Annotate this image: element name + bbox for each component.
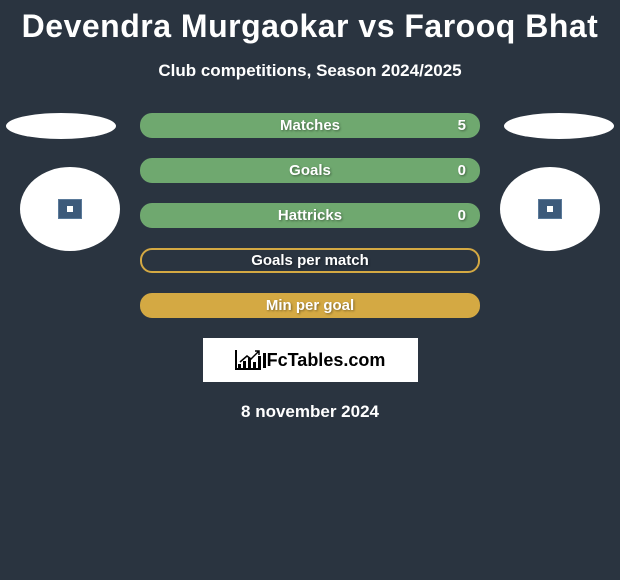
club-badge-left xyxy=(58,199,82,219)
player-right-ellipse xyxy=(504,113,614,139)
stat-value-right: 5 xyxy=(458,117,466,134)
club-badge-right xyxy=(538,199,562,219)
stat-label: Goals xyxy=(289,162,331,179)
player-left-avatar xyxy=(20,167,120,251)
stat-bar-hattricks: Hattricks 0 xyxy=(140,203,480,228)
stat-label: Goals per match xyxy=(251,252,369,269)
date-label: 8 november 2024 xyxy=(0,402,620,422)
stat-label: Hattricks xyxy=(278,207,342,224)
stat-value-right: 0 xyxy=(458,207,466,224)
logo-chart-icon xyxy=(235,350,261,370)
fctables-logo: FcTables.com xyxy=(203,338,418,382)
stat-bar-min-per-goal: Min per goal xyxy=(140,293,480,318)
stat-bar-goals-per-match: Goals per match xyxy=(140,248,480,273)
stat-value-right: 0 xyxy=(458,162,466,179)
logo-text: FcTables.com xyxy=(267,350,386,371)
stat-label: Matches xyxy=(280,117,340,134)
stats-bars: Matches 5 Goals 0 Hattricks 0 Goals per match M… xyxy=(140,113,480,318)
player-right-avatar xyxy=(500,167,600,251)
stat-bar-goals: Goals 0 xyxy=(140,158,480,183)
stat-bar-matches: Matches 5 xyxy=(140,113,480,138)
player-left-ellipse xyxy=(6,113,116,139)
comparison-area: Matches 5 Goals 0 Hattricks 0 Goals per match M… xyxy=(0,113,620,318)
stat-label: Min per goal xyxy=(266,297,354,314)
page-title: Devendra Murgaokar vs Farooq Bhat xyxy=(0,0,620,45)
subtitle: Club competitions, Season 2024/2025 xyxy=(0,61,620,81)
